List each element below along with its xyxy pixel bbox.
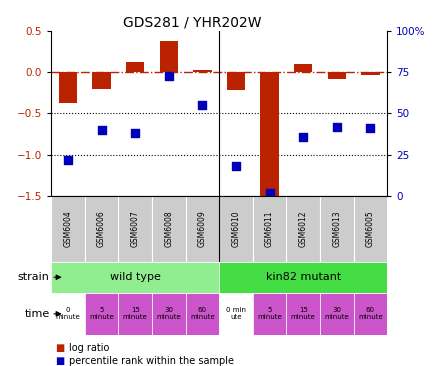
- Bar: [126, 61, 145, 72]
- Point: [266, 190, 273, 195]
- Text: GSM6004: GSM6004: [64, 210, 73, 247]
- Bar: [193, 70, 212, 72]
- Text: GSM6010: GSM6010: [231, 210, 240, 247]
- Text: percentile rank within the sample: percentile rank within the sample: [69, 356, 234, 366]
- Text: 0
minute: 0 minute: [56, 307, 81, 320]
- Bar: [253, 196, 287, 262]
- Point: [199, 102, 206, 108]
- Point: [165, 72, 172, 79]
- Point: [65, 157, 72, 163]
- Text: ■: ■: [56, 356, 65, 366]
- Point: [333, 124, 340, 130]
- Text: kin82 mutant: kin82 mutant: [266, 272, 341, 282]
- Text: 30
minute: 30 minute: [324, 307, 349, 320]
- Text: 30
minute: 30 minute: [156, 307, 181, 320]
- Text: GSM6013: GSM6013: [332, 210, 341, 247]
- Bar: [118, 293, 152, 335]
- Text: strain: strain: [18, 272, 49, 282]
- Bar: [328, 72, 346, 79]
- Bar: [361, 72, 380, 75]
- Text: wild type: wild type: [110, 272, 161, 282]
- Bar: [287, 293, 320, 335]
- Bar: [227, 72, 245, 90]
- Text: GSM6008: GSM6008: [164, 210, 173, 247]
- Bar: [152, 293, 186, 335]
- Text: GSM6005: GSM6005: [366, 210, 375, 247]
- Bar: [219, 196, 253, 262]
- Point: [232, 163, 239, 169]
- Text: 60
minute: 60 minute: [190, 307, 215, 320]
- Bar: [92, 72, 111, 89]
- Text: ■: ■: [56, 343, 65, 353]
- Bar: [253, 293, 287, 335]
- Bar: [159, 41, 178, 72]
- Text: time: time: [24, 309, 49, 319]
- Text: 5
minute: 5 minute: [257, 307, 282, 320]
- Bar: [287, 196, 320, 262]
- Bar: [260, 72, 279, 200]
- Point: [132, 130, 139, 136]
- Bar: [51, 262, 219, 293]
- Bar: [353, 196, 387, 262]
- Bar: [219, 262, 387, 293]
- Text: GSM6009: GSM6009: [198, 210, 207, 247]
- Point: [299, 134, 307, 139]
- Text: 0 min
ute: 0 min ute: [226, 307, 246, 320]
- Title: GDS281 / YHR202W: GDS281 / YHR202W: [123, 16, 262, 30]
- Bar: [118, 196, 152, 262]
- Bar: [152, 196, 186, 262]
- Bar: [320, 293, 354, 335]
- Text: GSM6007: GSM6007: [131, 210, 140, 247]
- Bar: [353, 293, 387, 335]
- Bar: [320, 196, 354, 262]
- Bar: [51, 196, 85, 262]
- Bar: [294, 64, 312, 72]
- Bar: [85, 196, 118, 262]
- Bar: [219, 293, 253, 335]
- Text: 15
minute: 15 minute: [123, 307, 148, 320]
- Text: 5
minute: 5 minute: [89, 307, 114, 320]
- Bar: [51, 293, 85, 335]
- Text: 60
minute: 60 minute: [358, 307, 383, 320]
- Text: GSM6012: GSM6012: [299, 210, 307, 247]
- Point: [367, 125, 374, 131]
- Text: 15
minute: 15 minute: [291, 307, 316, 320]
- Point: [98, 127, 105, 133]
- Text: GSM6011: GSM6011: [265, 210, 274, 247]
- Bar: [59, 72, 77, 103]
- Text: log ratio: log ratio: [69, 343, 109, 353]
- Bar: [186, 293, 219, 335]
- Text: GSM6006: GSM6006: [97, 210, 106, 247]
- Bar: [85, 293, 118, 335]
- Bar: [186, 196, 219, 262]
